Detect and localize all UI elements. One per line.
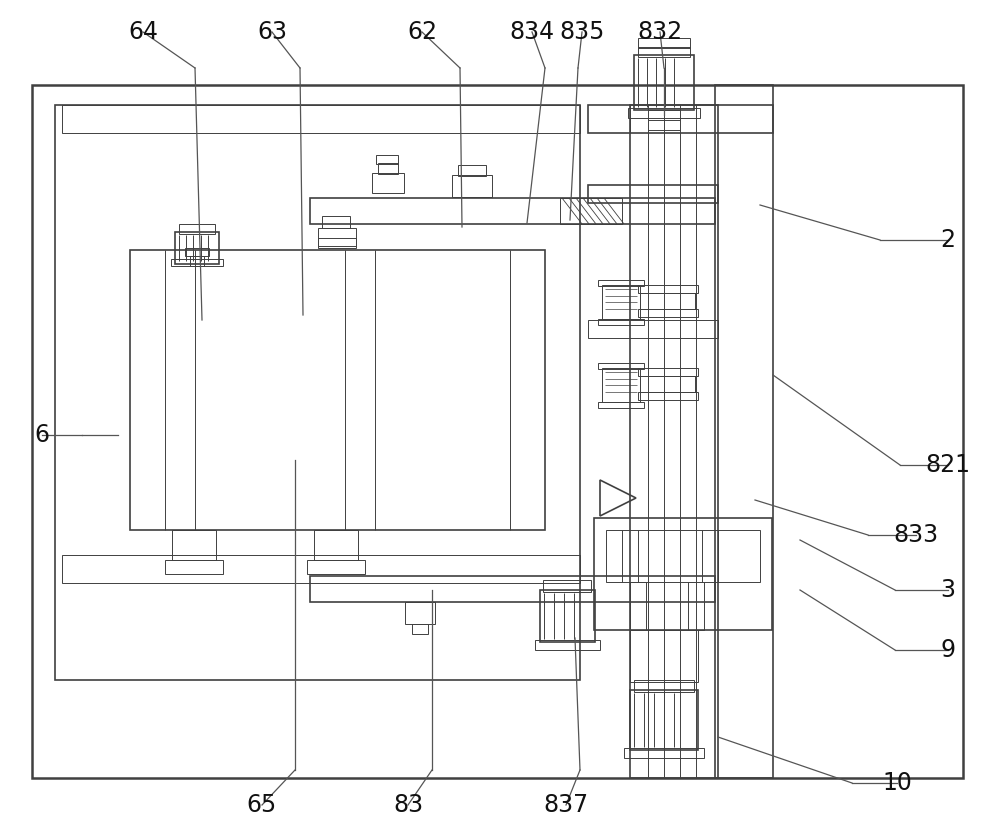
Bar [688, 582, 704, 630]
Bar [630, 690, 698, 750]
Text: 3: 3 [940, 578, 956, 602]
Bar [602, 368, 640, 402]
Bar [458, 165, 486, 176]
Bar [165, 560, 223, 574]
Bar [588, 105, 773, 133]
Bar [640, 376, 695, 392]
Bar [62, 105, 580, 133]
Bar [540, 590, 595, 642]
Bar [314, 530, 358, 560]
Bar [638, 368, 698, 376]
Text: 64: 64 [128, 20, 158, 44]
Bar [32, 85, 963, 778]
Bar [62, 555, 580, 583]
Bar [630, 582, 646, 630]
Bar [175, 232, 219, 264]
Bar [190, 256, 204, 266]
Text: 83: 83 [393, 793, 423, 817]
Text: 2: 2 [940, 228, 956, 252]
Bar [171, 259, 223, 266]
Bar [185, 248, 209, 256]
Bar [318, 228, 356, 246]
Bar [606, 530, 760, 582]
Bar [715, 85, 773, 778]
Bar [624, 748, 704, 758]
Bar [630, 630, 698, 682]
Text: 837: 837 [543, 793, 589, 817]
Text: 821: 821 [926, 453, 970, 477]
Bar [412, 624, 428, 634]
Bar [638, 47, 690, 57]
Bar [307, 560, 365, 574]
Text: 10: 10 [882, 771, 912, 795]
Text: 9: 9 [940, 638, 956, 662]
Bar [588, 185, 718, 203]
Text: 63: 63 [257, 20, 287, 44]
Bar [372, 173, 404, 193]
Bar [310, 198, 715, 224]
Bar [630, 105, 718, 778]
Text: 832: 832 [637, 20, 683, 44]
Bar [638, 309, 698, 317]
Bar [634, 55, 694, 110]
Text: 833: 833 [893, 523, 939, 547]
Bar [543, 580, 591, 592]
Bar [598, 280, 644, 286]
Bar [638, 38, 690, 48]
Bar [310, 576, 715, 602]
Bar [535, 640, 600, 650]
Bar [179, 224, 215, 234]
Bar [640, 293, 695, 309]
Text: 6: 6 [34, 423, 50, 447]
Bar [638, 392, 698, 400]
Bar [560, 198, 622, 224]
Bar [628, 108, 700, 118]
Bar [588, 320, 718, 338]
Bar [378, 163, 398, 174]
Bar [55, 105, 580, 680]
Bar [598, 319, 644, 325]
Bar [602, 285, 640, 319]
Bar [318, 238, 356, 248]
Bar [598, 363, 644, 369]
Bar [452, 175, 492, 197]
Text: 65: 65 [247, 793, 277, 817]
Bar [598, 402, 644, 408]
Bar [405, 602, 435, 624]
Bar [634, 680, 694, 692]
Bar [172, 530, 216, 560]
Bar [376, 155, 398, 164]
Text: 834: 834 [509, 20, 555, 44]
Text: 835: 835 [559, 20, 605, 44]
Bar [638, 285, 698, 293]
Bar [322, 216, 350, 228]
Bar [594, 518, 772, 630]
Bar [130, 250, 545, 530]
Text: 62: 62 [407, 20, 437, 44]
